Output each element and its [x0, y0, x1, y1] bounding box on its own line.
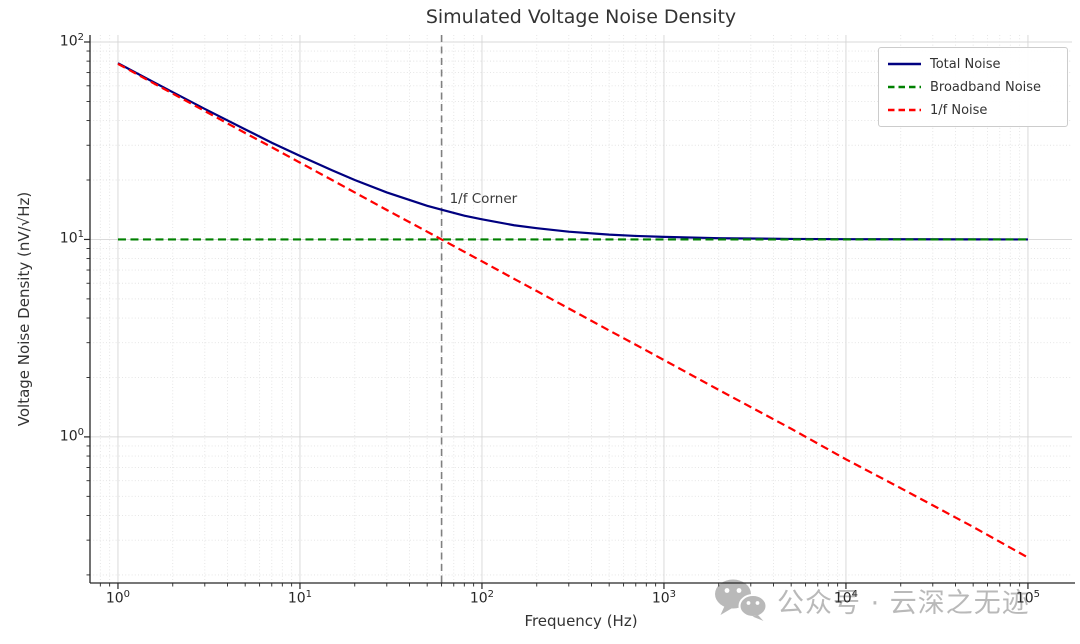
series-line-1-f-noise: [117, 62, 1029, 559]
y-tick-label-10e1: 101: [59, 229, 84, 248]
chart-title: Simulated Voltage Noise Density: [425, 6, 737, 28]
x-tick-label-10e1: 101: [287, 589, 313, 607]
legend-label-1f: 1/f Noise: [930, 102, 988, 118]
corner-annotation: 1/f Corner: [449, 190, 518, 207]
x-axis-label: Frequency (Hz): [524, 612, 638, 630]
legend-label-broadband: Broadband Noise: [930, 79, 1042, 95]
x-tick-label-10e2: 102: [469, 589, 495, 607]
y-tick-label-10e2: 102: [59, 31, 84, 50]
x-tick-label-10e5: 105: [1015, 589, 1041, 607]
legend-label-total: Total Noise: [930, 56, 1001, 72]
legend-line-sample-1f: [888, 107, 921, 113]
y-axis-label: Voltage Noise Density (nV/√Hz): [15, 191, 33, 427]
y-tick-label-10e0: 100: [59, 426, 84, 445]
legend-row-broadband-noise: Broadband Noise: [888, 78, 1058, 96]
watermark: 公众号 · 云深之无迹: [714, 578, 1030, 622]
legend-line-sample-broadband: [888, 84, 921, 90]
series-line-total-noise: [117, 62, 1028, 241]
legend: Total Noise Broadband Noise 1/f Noise: [878, 47, 1068, 127]
legend-line-sample-total: [888, 61, 921, 67]
x-tick-label-10e4: 104: [833, 589, 859, 607]
wechat-icon: [715, 579, 768, 621]
x-tick-label-10e0: 100: [105, 589, 131, 607]
legend-row-1f-noise: 1/f Noise: [888, 101, 1058, 119]
x-tick-label-10e3: 103: [651, 589, 677, 607]
watermark-text: 公众号 · 云深之无迹: [777, 587, 1030, 619]
legend-row-total-noise: Total Noise: [888, 55, 1058, 73]
